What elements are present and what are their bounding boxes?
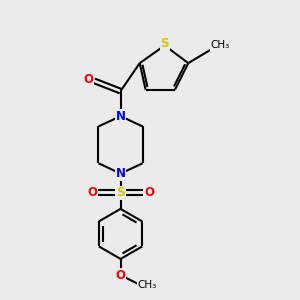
- Text: CH₃: CH₃: [137, 280, 157, 290]
- Text: N: N: [116, 110, 126, 123]
- Text: S: S: [160, 38, 169, 50]
- Text: O: O: [144, 186, 154, 199]
- Text: O: O: [116, 268, 126, 282]
- Text: O: O: [84, 73, 94, 86]
- Text: CH₃: CH₃: [210, 40, 230, 50]
- Text: N: N: [116, 167, 126, 180]
- Text: O: O: [87, 186, 97, 199]
- Text: S: S: [116, 186, 125, 199]
